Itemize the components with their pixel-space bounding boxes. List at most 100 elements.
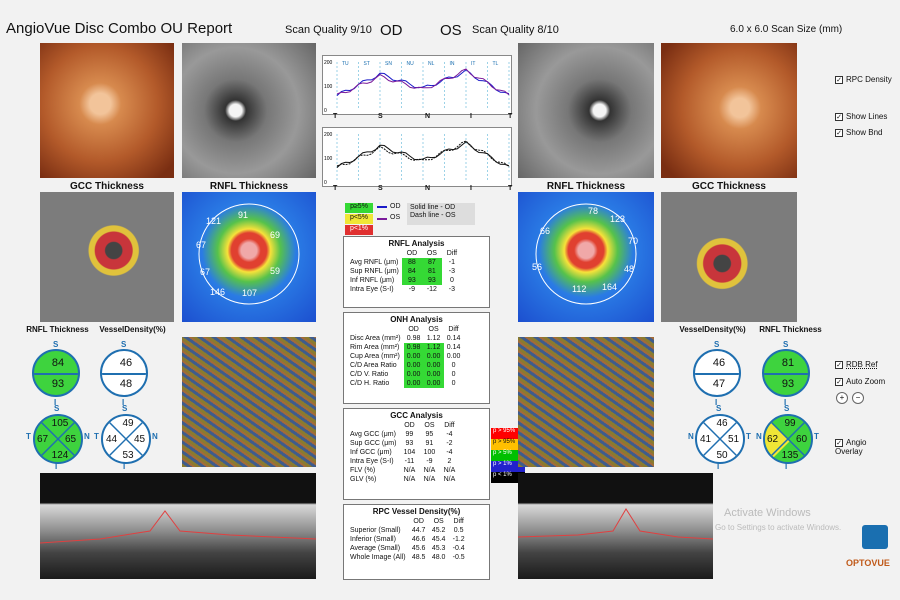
row-label: Sup RNFL (μm) [350, 268, 399, 275]
series-line [336, 141, 510, 168]
sector-label: TL [493, 61, 499, 67]
angio-od-image[interactable] [182, 337, 316, 467]
rnfl-od-sector-value: 69 [270, 230, 281, 240]
dial-letter-s: S [784, 404, 790, 413]
row-label: C/D Area Ratio [350, 362, 397, 369]
checkbox-check-icon[interactable]: ✓ [835, 75, 843, 84]
print-icon[interactable] [862, 525, 888, 549]
cell-os: 45.4 [431, 536, 446, 543]
cell-os: 81 [421, 267, 442, 276]
cell-diff: -3 [448, 268, 455, 275]
quad-s-value: 49 [122, 418, 134, 429]
row-label: Avg RNFL (μm) [350, 259, 399, 266]
cell-od: 99 [405, 431, 414, 438]
row-label: C/D V. Ratio [350, 371, 389, 378]
zoom-in-icon[interactable]: + [836, 392, 848, 404]
onh-analysis-table: OD OS Diff Disc Area (mm²) 0.98 1.12 0.14 Rim… [347, 325, 464, 388]
row-label: Whole Image (All) [350, 554, 406, 561]
row-label: Intra Eye (S-I) [350, 458, 394, 465]
hemi-circle: 81 93 [762, 349, 810, 397]
zoom-out-icon[interactable]: − [852, 392, 864, 404]
legend-p-lt5: p<5% [345, 214, 373, 224]
os-label: OS [440, 22, 462, 39]
cell-os: 0.00 [423, 379, 444, 388]
rnfl-od-sector-value: 121 [206, 216, 222, 226]
enface-os-image[interactable] [518, 43, 654, 178]
rnfl-thickness-os-dial-label: RNFL Thickness [759, 325, 822, 334]
series-line [336, 140, 510, 168]
table-row: Whole Image (All) 48.5 48.0 -0.5 [347, 553, 469, 562]
rpc-density-checkbox[interactable]: ✓ RPC Density [835, 75, 892, 84]
col-diff: Diff [444, 422, 455, 429]
table-row: Intra Eye (S-I) -9 -12 -3 [347, 285, 462, 294]
axis-t: T [333, 185, 338, 192]
cell-os: N/A [423, 476, 436, 483]
dial-top-value: 81 [781, 357, 795, 369]
od-vd-hemi-dial: S 46 48 I [100, 340, 150, 407]
dial-letter-i: I [123, 462, 126, 471]
dial-letter-n: N [84, 432, 90, 441]
row-label: Intra Eye (S-I) [350, 286, 394, 293]
checkbox-check-icon[interactable]: ✓ [835, 360, 843, 369]
table-row: Avg RNFL (μm) 88 87 -1 [347, 258, 462, 267]
cell-diff: -1 [448, 259, 455, 266]
quad-s-value: 99 [784, 418, 796, 429]
fundus-od-image [40, 43, 174, 178]
rnfl-os-sector-value: 70 [628, 236, 639, 246]
scan-quality-os: Scan Quality 8/10 [472, 24, 559, 36]
p-scale-item: p > 95% [491, 428, 525, 439]
rnfl-tsnit-chart: TU ST SN NU NL IN IT TL 200 100 0 [322, 55, 512, 115]
row-label: FLV (%) [350, 467, 376, 474]
dial-letter-s: S [714, 340, 720, 349]
table-row: C/D Area Ratio 0.00 0.00 0 [347, 361, 464, 370]
enface-od-image[interactable] [182, 43, 316, 178]
legend-p5: p≥5% [345, 203, 373, 213]
dial-letter-s: S [122, 404, 128, 413]
gcc-map-os [661, 192, 797, 322]
angio-os-image[interactable] [518, 337, 654, 467]
dial-bottom-value: 48 [119, 378, 133, 390]
quad-t-value: 51 [728, 434, 740, 445]
quad-n-value: 62 [767, 434, 779, 445]
axis-t: T [333, 113, 338, 120]
row-label: Inf GCC (μm) [350, 449, 392, 456]
rpc-vessel-density-title: RPC Vessel Density(%) [372, 507, 461, 516]
checkbox-check-icon[interactable]: ✓ [835, 112, 843, 121]
os-rnfl-hemi-dial: S 81 93 I [762, 340, 812, 407]
cell-os: N/A [423, 467, 436, 474]
col-diff: Diff [448, 326, 459, 333]
cell-diff: 0 [451, 371, 456, 378]
show-bnd-checkbox[interactable]: ✓ Show Bnd [835, 128, 882, 137]
watermark-line2: Go to Settings to activate Windows. [715, 523, 842, 532]
p-scale-item: p < 1% [491, 472, 525, 483]
checkbox-check-icon[interactable]: ✓ [835, 438, 843, 447]
gcc-analysis-panel: GCC Analysis OD OS Diff Avg GCC (μm) 99 95 -4… [343, 408, 490, 500]
rnfl-os-sector-value: 78 [588, 206, 599, 216]
legend-dash: Dash line - OS [410, 212, 456, 219]
cell-os: 1.12 [423, 343, 444, 352]
quad-t-value: 44 [106, 434, 118, 445]
rnfl-od-sector-value: 146 [210, 287, 226, 297]
cell-diff: -1.2 [452, 536, 465, 543]
cell-diff: -0.4 [452, 545, 465, 552]
rdb-ref-checkbox[interactable]: ✓ RDB Ref [835, 360, 878, 369]
checkbox-check-icon[interactable]: ✓ [835, 128, 843, 137]
show-lines-checkbox[interactable]: ✓ Show Lines [835, 112, 887, 121]
auto-zoom-label: Auto Zoom [846, 377, 886, 386]
checkbox-check-icon[interactable]: ✓ [835, 377, 843, 386]
table-header: OD OS Diff [347, 325, 464, 334]
cell-os: 45.2 [431, 527, 446, 534]
axis-s: S [378, 113, 383, 120]
table-row: Rim Area (mm²) 0.98 1.12 0.14 [347, 343, 464, 352]
sector-label: ST [364, 61, 370, 67]
quad-t-value: 60 [796, 434, 808, 445]
dial-letter-n: N [688, 432, 694, 441]
quad-circle: 49 44 45 53 [101, 414, 151, 464]
cell-od: -9 [408, 286, 415, 293]
rnfl-map-os: 78 123 66 70 56 48 112 164 [518, 192, 654, 322]
auto-zoom-checkbox[interactable]: ✓ Auto Zoom [835, 377, 885, 386]
angio-overlay-checkbox[interactable]: ✓ Angio Overlay [835, 438, 885, 456]
cell-diff: 0.14 [446, 344, 461, 351]
rnfl-os-sector-value: 66 [540, 226, 551, 236]
row-label: Average (Small) [350, 545, 401, 552]
